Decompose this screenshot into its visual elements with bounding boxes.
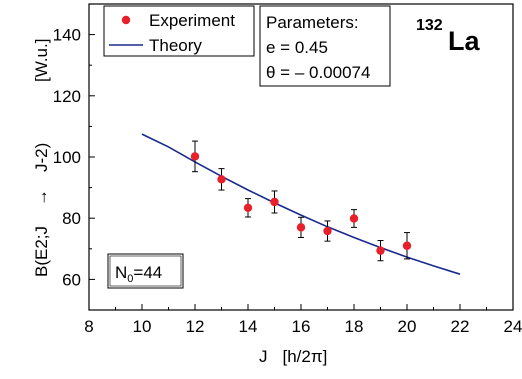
x-tick-label: 14 [239, 317, 258, 336]
experiment-point [217, 168, 226, 191]
x-tick-label: 12 [186, 317, 205, 336]
parameters-box: Parameters: e = 0.45 θ = – 0.00074 [259, 5, 391, 87]
experiment-marker [323, 226, 332, 236]
n0-value: =44 [133, 263, 162, 282]
y-tick-label: 140 [53, 26, 81, 45]
y-axis-unit: [W.u.] [32, 39, 51, 82]
y-axis-title: B(E2;J → J-2) [W.u.] [32, 39, 51, 277]
x-tick-label: 10 [133, 317, 152, 336]
legend-label-experiment: Experiment [149, 11, 235, 30]
experiment-marker [376, 246, 385, 255]
n0-text: N0=44 [115, 263, 162, 285]
nucleus-label: 132 La [416, 17, 480, 56]
experiment-marker [402, 241, 412, 250]
parameters-title: Parameters: [266, 13, 359, 32]
parameter-theta: θ = – 0.00074 [266, 63, 370, 82]
experiment-point [296, 216, 306, 238]
legend-box [103, 5, 255, 57]
n0-frame [107, 253, 184, 289]
parameter-e: e = 0.45 [266, 38, 328, 57]
parameters-frame [259, 5, 391, 87]
experiment-point [190, 140, 200, 173]
x-tick-label: 20 [398, 317, 417, 336]
legend: Experiment Theory [103, 5, 255, 57]
y-axis-arrow: → [32, 189, 51, 206]
experiment-point [402, 232, 412, 260]
nucleus-symbol: La [448, 26, 480, 56]
experiment-marker [270, 197, 279, 207]
experiment-points [190, 140, 412, 262]
experiment-point [376, 240, 385, 262]
y-tick-label: 120 [53, 87, 81, 106]
experiment-point [270, 190, 279, 214]
x-axis-label: J [259, 347, 268, 366]
legend-label-theory: Theory [149, 36, 202, 55]
legend-marker-experiment [121, 15, 131, 25]
x-axis-title: J [h/2π] [259, 347, 327, 366]
x-tick-label: 8 [84, 317, 93, 336]
n0-box: N0=44 [107, 253, 184, 289]
x-axis-unit: [h/2π] [283, 347, 328, 366]
experiment-point [349, 209, 359, 228]
experiment-marker [296, 223, 306, 232]
x-tick-label: 18 [345, 317, 364, 336]
experiment-marker [217, 175, 226, 184]
experiment-point [243, 198, 253, 218]
x-tick-label: 22 [451, 317, 470, 336]
experiment-marker [190, 152, 200, 161]
n0-subscript: 0 [127, 273, 133, 285]
x-tick-label: 24 [504, 317, 522, 336]
x-axis-ticks: 8 10 12 14 16 18 20 22 24 [84, 304, 522, 336]
experiment-point [323, 220, 332, 242]
y-tick-label: 80 [62, 209, 81, 228]
experiment-marker [349, 214, 359, 223]
nucleus-mass-number: 132 [416, 17, 443, 34]
theory-line [141, 133, 461, 275]
y-axis-ticks: 60 80 100 120 140 [53, 3, 95, 311]
n0-base: N [115, 263, 127, 282]
y-tick-label: 60 [62, 270, 81, 289]
x-tick-label: 16 [292, 317, 311, 336]
y-axis-label-tail: J-2) [32, 143, 51, 172]
y-axis-label: B(E2;J [32, 226, 51, 277]
experiment-marker [243, 203, 253, 212]
y-tick-label: 100 [53, 148, 81, 167]
